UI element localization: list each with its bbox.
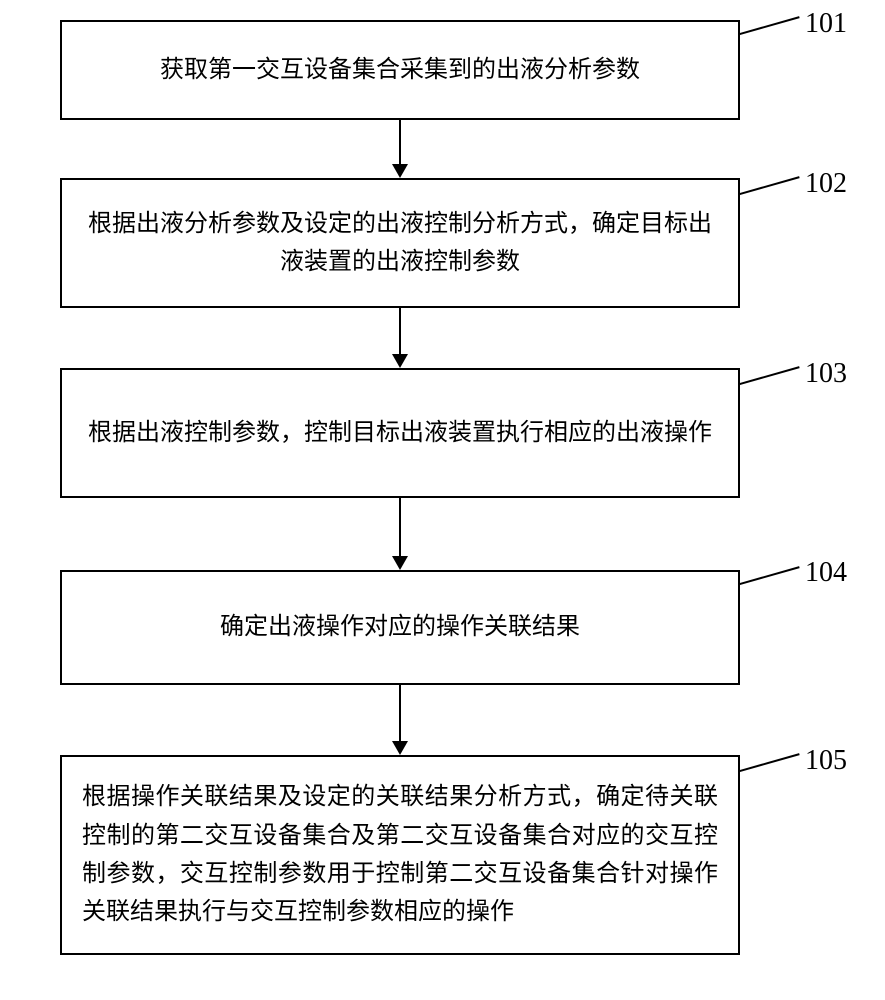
flow-node-1: 获取第一交互设备集合采集到的出液分析参数	[60, 20, 740, 120]
flow-node-1-leader	[739, 16, 800, 35]
flow-node-5: 根据操作关联结果及设定的关联结果分析方式，确定待关联控制的第二交互设备集合及第二…	[60, 755, 740, 955]
flow-node-3-leader	[739, 366, 800, 385]
flow-node-4: 确定出液操作对应的操作关联结果	[60, 570, 740, 685]
flow-node-4-text: 确定出液操作对应的操作关联结果	[220, 608, 580, 646]
flow-node-4-leader	[739, 566, 800, 585]
flow-node-5-number: 105	[805, 745, 847, 777]
flow-node-2: 根据出液分析参数及设定的出液控制分析方式，确定目标出液装置的出液控制参数	[60, 178, 740, 308]
flow-node-2-leader	[739, 176, 800, 195]
flow-node-4-number: 104	[805, 557, 847, 589]
flow-node-3: 根据出液控制参数，控制目标出液装置执行相应的出液操作	[60, 368, 740, 498]
flow-node-2-text: 根据出液分析参数及设定的出液控制分析方式，确定目标出液装置的出液控制参数	[86, 205, 714, 282]
flow-node-3-text: 根据出液控制参数，控制目标出液装置执行相应的出液操作	[88, 414, 712, 452]
flowchart-canvas: 获取第一交互设备集合采集到的出液分析参数 101 根据出液分析参数及设定的出液控…	[0, 0, 885, 1000]
flow-node-3-number: 103	[805, 358, 847, 390]
flow-node-2-number: 102	[805, 168, 847, 200]
flow-node-5-text: 根据操作关联结果及设定的关联结果分析方式，确定待关联控制的第二交互设备集合及第二…	[82, 778, 718, 932]
flow-node-1-text: 获取第一交互设备集合采集到的出液分析参数	[160, 51, 640, 89]
flow-node-5-leader	[739, 753, 800, 772]
flow-node-1-number: 101	[805, 8, 847, 40]
